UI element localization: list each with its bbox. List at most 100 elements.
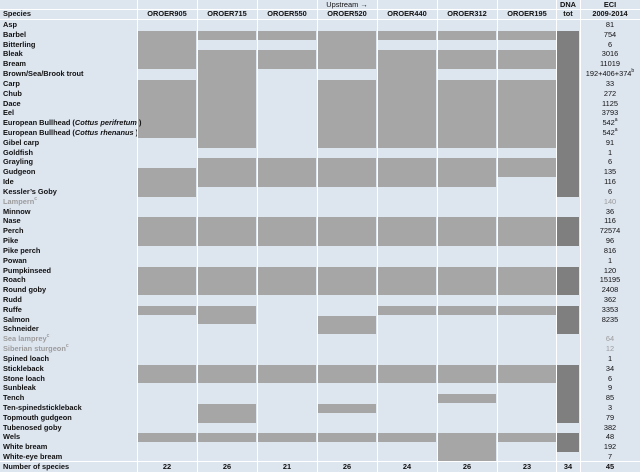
eci-value: 1 <box>607 147 613 157</box>
eci-count: 816 <box>580 246 640 256</box>
species-name: Pike perch <box>3 246 40 256</box>
eci-header-line1: ECI <box>603 0 617 9</box>
species-name: Minnow <box>3 207 31 217</box>
species-count-oroer520: 26 <box>342 462 352 471</box>
eci-value: 116 <box>604 216 616 226</box>
species-name: Rudd <box>3 295 22 305</box>
species-name-text: Barbel <box>3 29 27 39</box>
species-name: Grayling <box>3 157 33 167</box>
species-name-text: Sunbleak <box>3 383 36 393</box>
eci-count: 754 <box>580 30 640 40</box>
eci-value: 362 <box>603 294 617 304</box>
species-name-text: Round goby <box>3 285 47 295</box>
species-name: European Bullhead (Cottus perifretum ) <box>3 118 141 128</box>
eci-value: 79 <box>605 412 615 422</box>
presence-bar-oroer550 <box>258 158 316 187</box>
eci-value: 85 <box>605 393 615 403</box>
species-name-text: Ruffe <box>3 304 22 314</box>
species-name-text: Sea lamprey <box>3 334 47 344</box>
species-name-text: White bream <box>3 442 48 452</box>
eci-value: 34 <box>605 363 615 373</box>
presence-bar-oroer905 <box>138 266 196 295</box>
presence-bar-oroer520 <box>318 433 376 443</box>
species-name: Brown/Sea/Brook trout <box>3 69 83 79</box>
eci-count: 382 <box>580 423 640 433</box>
presence-bar-oroer312 <box>438 305 496 315</box>
eci-count: 1 <box>580 256 640 266</box>
site-header-oroer195: OROER195 <box>507 9 547 18</box>
eci-value: 7 <box>607 452 613 462</box>
species-name-text: Minnow <box>3 206 31 216</box>
presence-bar-oroer905 <box>138 217 196 246</box>
presence-bar-oroer715 <box>198 433 256 443</box>
presence-bar-oroer195 <box>498 79 556 148</box>
footer-label: Number of species <box>3 462 70 471</box>
eci-count: 1 <box>580 148 640 158</box>
species-name: Gibel carp <box>3 138 39 148</box>
footnote-mark: c <box>46 333 50 340</box>
eci-count: 3793 <box>580 108 640 118</box>
presence-bar-oroer195 <box>498 30 556 40</box>
species-name-text: Tubenosed goby <box>3 422 62 432</box>
presence-bar-oroer440 <box>378 50 436 148</box>
presence-bar-oroer715 <box>198 364 256 384</box>
eci-count: 192 <box>580 442 640 452</box>
dna-presence-bar <box>557 266 579 295</box>
presence-bar-oroer440 <box>378 266 436 295</box>
presence-bar-oroer312 <box>438 433 496 462</box>
eci-value: 120 <box>603 265 617 275</box>
column-divider <box>437 0 438 472</box>
species-name: Ten-spinedstickleback <box>3 403 82 413</box>
eci-count: 542a <box>580 117 640 128</box>
presence-bar-oroer440 <box>378 433 436 443</box>
species-name-text: Bream <box>3 59 27 69</box>
eci-count: 6 <box>580 157 640 167</box>
species-name-text: Topmouth gudgeon <box>3 412 72 422</box>
row-divider <box>0 19 640 20</box>
eci-count: 91 <box>580 138 640 148</box>
eci-count: 72574 <box>580 226 640 236</box>
species-name: Stickleback <box>3 364 44 374</box>
eci-value: 3353 <box>601 304 619 314</box>
eci-count: 1 <box>580 354 640 364</box>
species-name: Round goby <box>3 285 46 295</box>
presence-bar-oroer520 <box>318 158 376 187</box>
eci-count: 6 <box>580 187 640 197</box>
species-name-text: Roach <box>3 275 26 285</box>
species-name: Goldfish <box>3 148 33 158</box>
site-header-oroer715: OROER715 <box>207 9 247 18</box>
species-name-text: Grayling <box>3 157 33 167</box>
species-name-text: Stickleback <box>3 363 44 373</box>
eci-value: 116 <box>604 177 616 187</box>
eci-value: 96 <box>605 236 615 246</box>
eci-value: 1 <box>607 353 613 363</box>
presence-bar-oroer905 <box>138 30 196 70</box>
species-name-text: Tench <box>3 393 25 403</box>
species-name: Topmouth gudgeon <box>3 413 72 423</box>
species-name: White bream <box>3 442 47 452</box>
eci-value: 140 <box>603 196 617 206</box>
eci-value: 8235 <box>601 314 619 324</box>
dna-total: 34 <box>563 462 573 471</box>
presence-bar-oroer312 <box>438 158 496 187</box>
eci-count: 64 <box>580 334 640 344</box>
species-name-text: Pumpkinseed <box>3 265 52 275</box>
eci-count: 272 <box>580 89 640 99</box>
eci-count: 79 <box>580 413 640 423</box>
species-name: Gudgeon <box>3 167 35 177</box>
column-divider <box>580 0 581 472</box>
presence-bar-oroer715 <box>198 403 256 423</box>
presence-bar-oroer715 <box>198 217 256 246</box>
eci-count: 116 <box>580 216 640 226</box>
eci-value: 754 <box>603 29 617 39</box>
row-divider <box>0 461 640 462</box>
eci-value: 48 <box>605 432 615 442</box>
footnote-mark: b <box>631 68 635 75</box>
eci-value: 81 <box>605 20 615 29</box>
species-latin-name: Cottus rhenanus <box>74 128 134 138</box>
species-name-suffix: ) <box>136 118 142 128</box>
species-name: Lampernc <box>3 196 37 207</box>
eci-value: 382 <box>603 422 617 432</box>
site-header-oroer440: OROER440 <box>387 9 427 18</box>
species-name: Tubenosed goby <box>3 423 62 433</box>
